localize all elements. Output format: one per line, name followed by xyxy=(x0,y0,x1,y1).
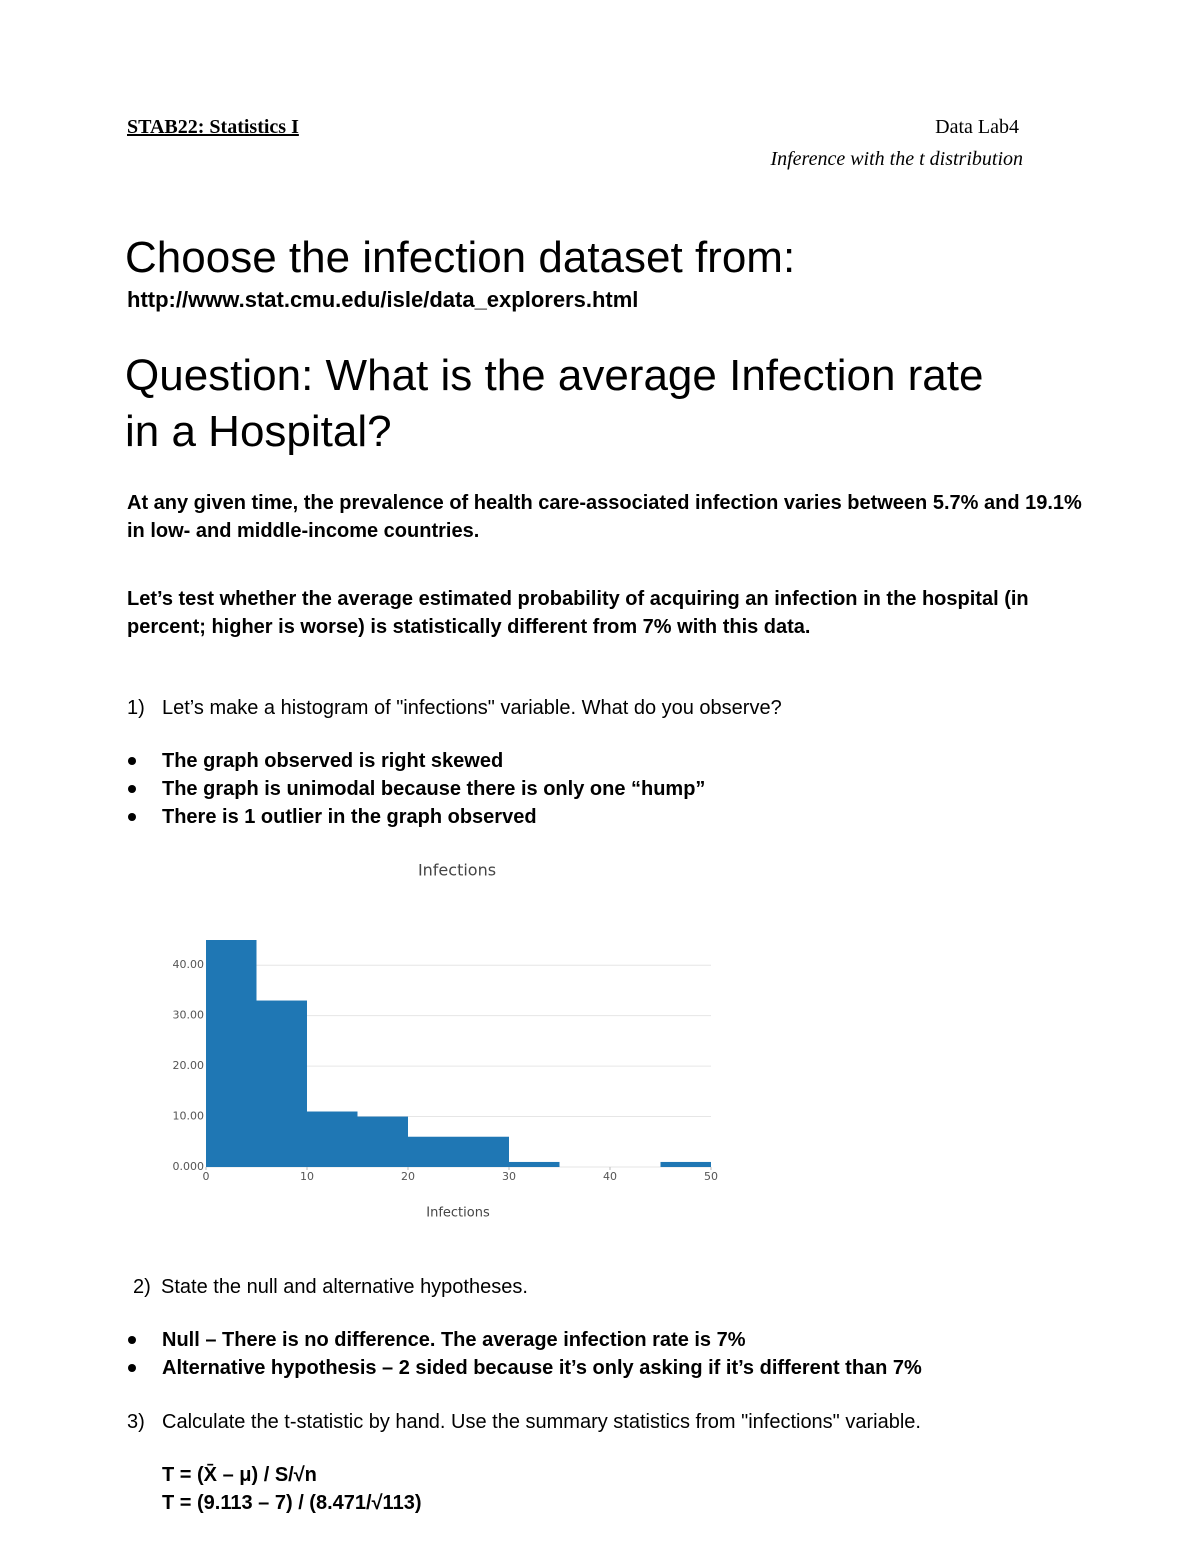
q-text: State the null and alternative hypothese… xyxy=(161,1276,528,1298)
bar xyxy=(206,940,257,1167)
lab: Data Lab4 xyxy=(935,116,1019,138)
y-tick-label: 30.00 xyxy=(173,1009,205,1022)
bar xyxy=(307,1111,358,1167)
bar xyxy=(660,1161,711,1167)
paragraph: Let’s test whether the average estimated… xyxy=(127,588,1029,638)
x-tick-label: 30 xyxy=(502,1170,516,1183)
bullet: There is 1 outlier in the graph observed xyxy=(162,806,537,828)
question: Question: What is the average Infection … xyxy=(125,351,984,456)
q-number: 1) xyxy=(127,697,145,719)
bar xyxy=(408,1136,459,1167)
heading: Choose the infection dataset from: xyxy=(125,233,796,282)
course: STAB22: Statistics I xyxy=(127,116,299,138)
x-axis-label: Infections xyxy=(426,1206,490,1221)
formula: T = (9.113 – 7) / (8.471/√113) xyxy=(162,1492,422,1514)
x-tick-label: 10 xyxy=(300,1170,314,1183)
y-tick-label: 20.00 xyxy=(173,1059,205,1072)
q-number: 2) xyxy=(133,1276,151,1298)
bar xyxy=(509,1161,560,1167)
bar xyxy=(256,1000,307,1167)
y-tick-label: 10.00 xyxy=(173,1110,205,1123)
bar xyxy=(357,1116,408,1167)
histogram: Infections Infections 0.000 10.00 20.00 30.… xyxy=(173,861,719,1221)
y-tick-label: 40.00 xyxy=(173,958,205,971)
bullet: Alternative hypothesis – 2 sided because… xyxy=(162,1357,922,1379)
bullet: The graph is unimodal because there is o… xyxy=(162,778,706,800)
subtitle: Inference with the t distribution xyxy=(770,148,1023,170)
x-tick-label: 50 xyxy=(704,1170,718,1183)
bar xyxy=(458,1136,509,1167)
x-tick-label: 20 xyxy=(401,1170,415,1183)
x-tick-label: 40 xyxy=(603,1170,617,1183)
q-number: 3) xyxy=(127,1411,145,1433)
bullet: Null – There is no difference. The avera… xyxy=(162,1329,746,1351)
formula: T = (X̄ – μ) / S/√n xyxy=(162,1464,317,1486)
url: http://www.stat.cmu.edu/isle/data_explor… xyxy=(127,287,639,312)
chart-title: Infections xyxy=(418,861,496,880)
y-tick-label: 0.000 xyxy=(173,1160,205,1173)
x-tick-label: 0 xyxy=(203,1170,210,1183)
q-text: Calculate the t-statistic by hand. Use t… xyxy=(162,1411,921,1433)
paragraph: At any given time, the prevalence of hea… xyxy=(127,492,1082,542)
q-text: Let’s make a histogram of "infections" v… xyxy=(162,697,782,719)
bullet: The graph observed is right skewed xyxy=(162,750,504,772)
